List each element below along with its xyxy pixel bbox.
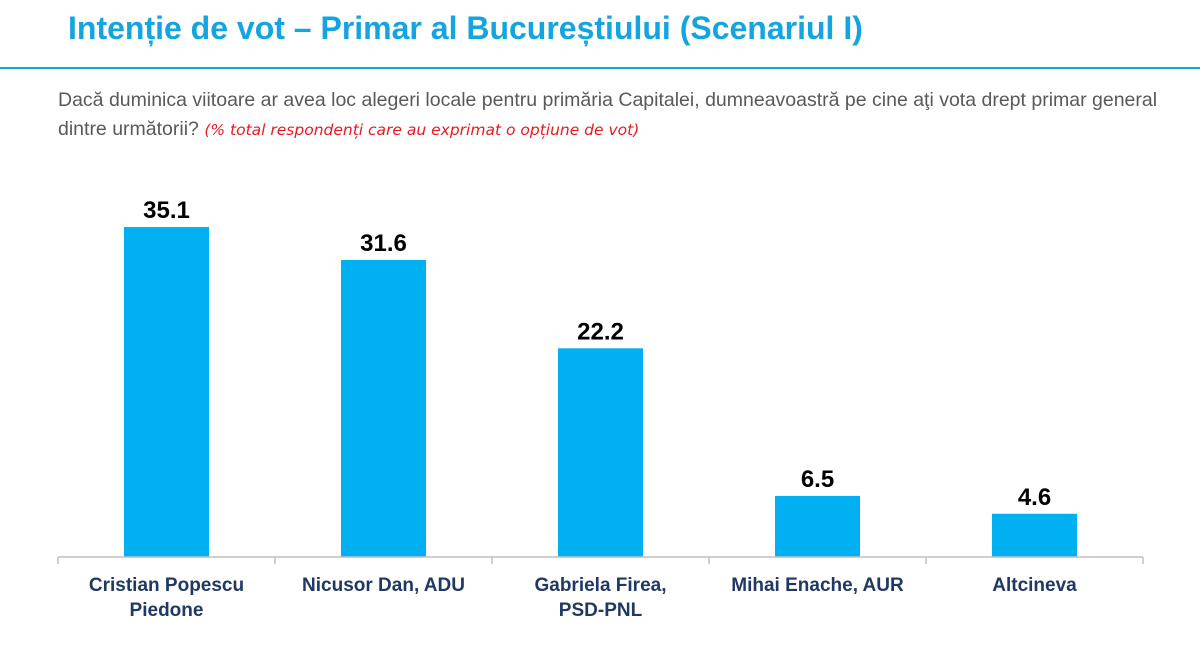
survey-question: Dacă duminica viitoare ar avea loc alege… <box>58 86 1178 145</box>
bar <box>992 513 1077 557</box>
category-labels-group: Cristian Popescu Piedone Nicusor Dan, ADU G… <box>89 575 1077 621</box>
page-title: Intenție de vot – Primar al Bucureștiulu… <box>68 10 863 46</box>
bars-group <box>124 227 1077 557</box>
category-label-line: Gabriela Firea, <box>534 575 666 596</box>
data-label: 22.2 <box>577 318 624 345</box>
bar <box>341 259 426 557</box>
category-label-line: Cristian Popescu <box>89 575 244 596</box>
data-label: 35.1 <box>143 197 190 224</box>
bar <box>558 348 643 557</box>
title-divider <box>0 67 1200 69</box>
category-label: Cristian Popescu Piedone <box>89 575 244 621</box>
category-label-line: Altcineva <box>992 575 1077 596</box>
value-labels-group: 35.1 31.6 22.2 6.5 4.6 <box>143 197 1051 511</box>
category-label-line: Piedone <box>130 600 204 621</box>
data-label: 31.6 <box>360 230 407 257</box>
data-label: 4.6 <box>1018 484 1051 511</box>
bar <box>124 227 209 557</box>
x-axis-ticks <box>57 557 1144 564</box>
data-label: 6.5 <box>801 466 834 493</box>
question-text: Dacă duminica viitoare ar avea loc alege… <box>58 89 1158 140</box>
category-label-line: Nicusor Dan, ADU <box>302 575 465 596</box>
category-label: Mihai Enache, AUR <box>731 575 904 596</box>
category-label-line: Mihai Enache, AUR <box>731 575 904 596</box>
category-label: Altcineva <box>992 575 1077 596</box>
bar <box>775 495 860 557</box>
respondent-note: (% total respondenți care au exprimat o … <box>204 121 640 139</box>
category-label: Gabriela Firea, PSD-PNL <box>534 575 666 621</box>
category-label-line: PSD-PNL <box>559 600 643 621</box>
category-label: Nicusor Dan, ADU <box>302 575 465 596</box>
